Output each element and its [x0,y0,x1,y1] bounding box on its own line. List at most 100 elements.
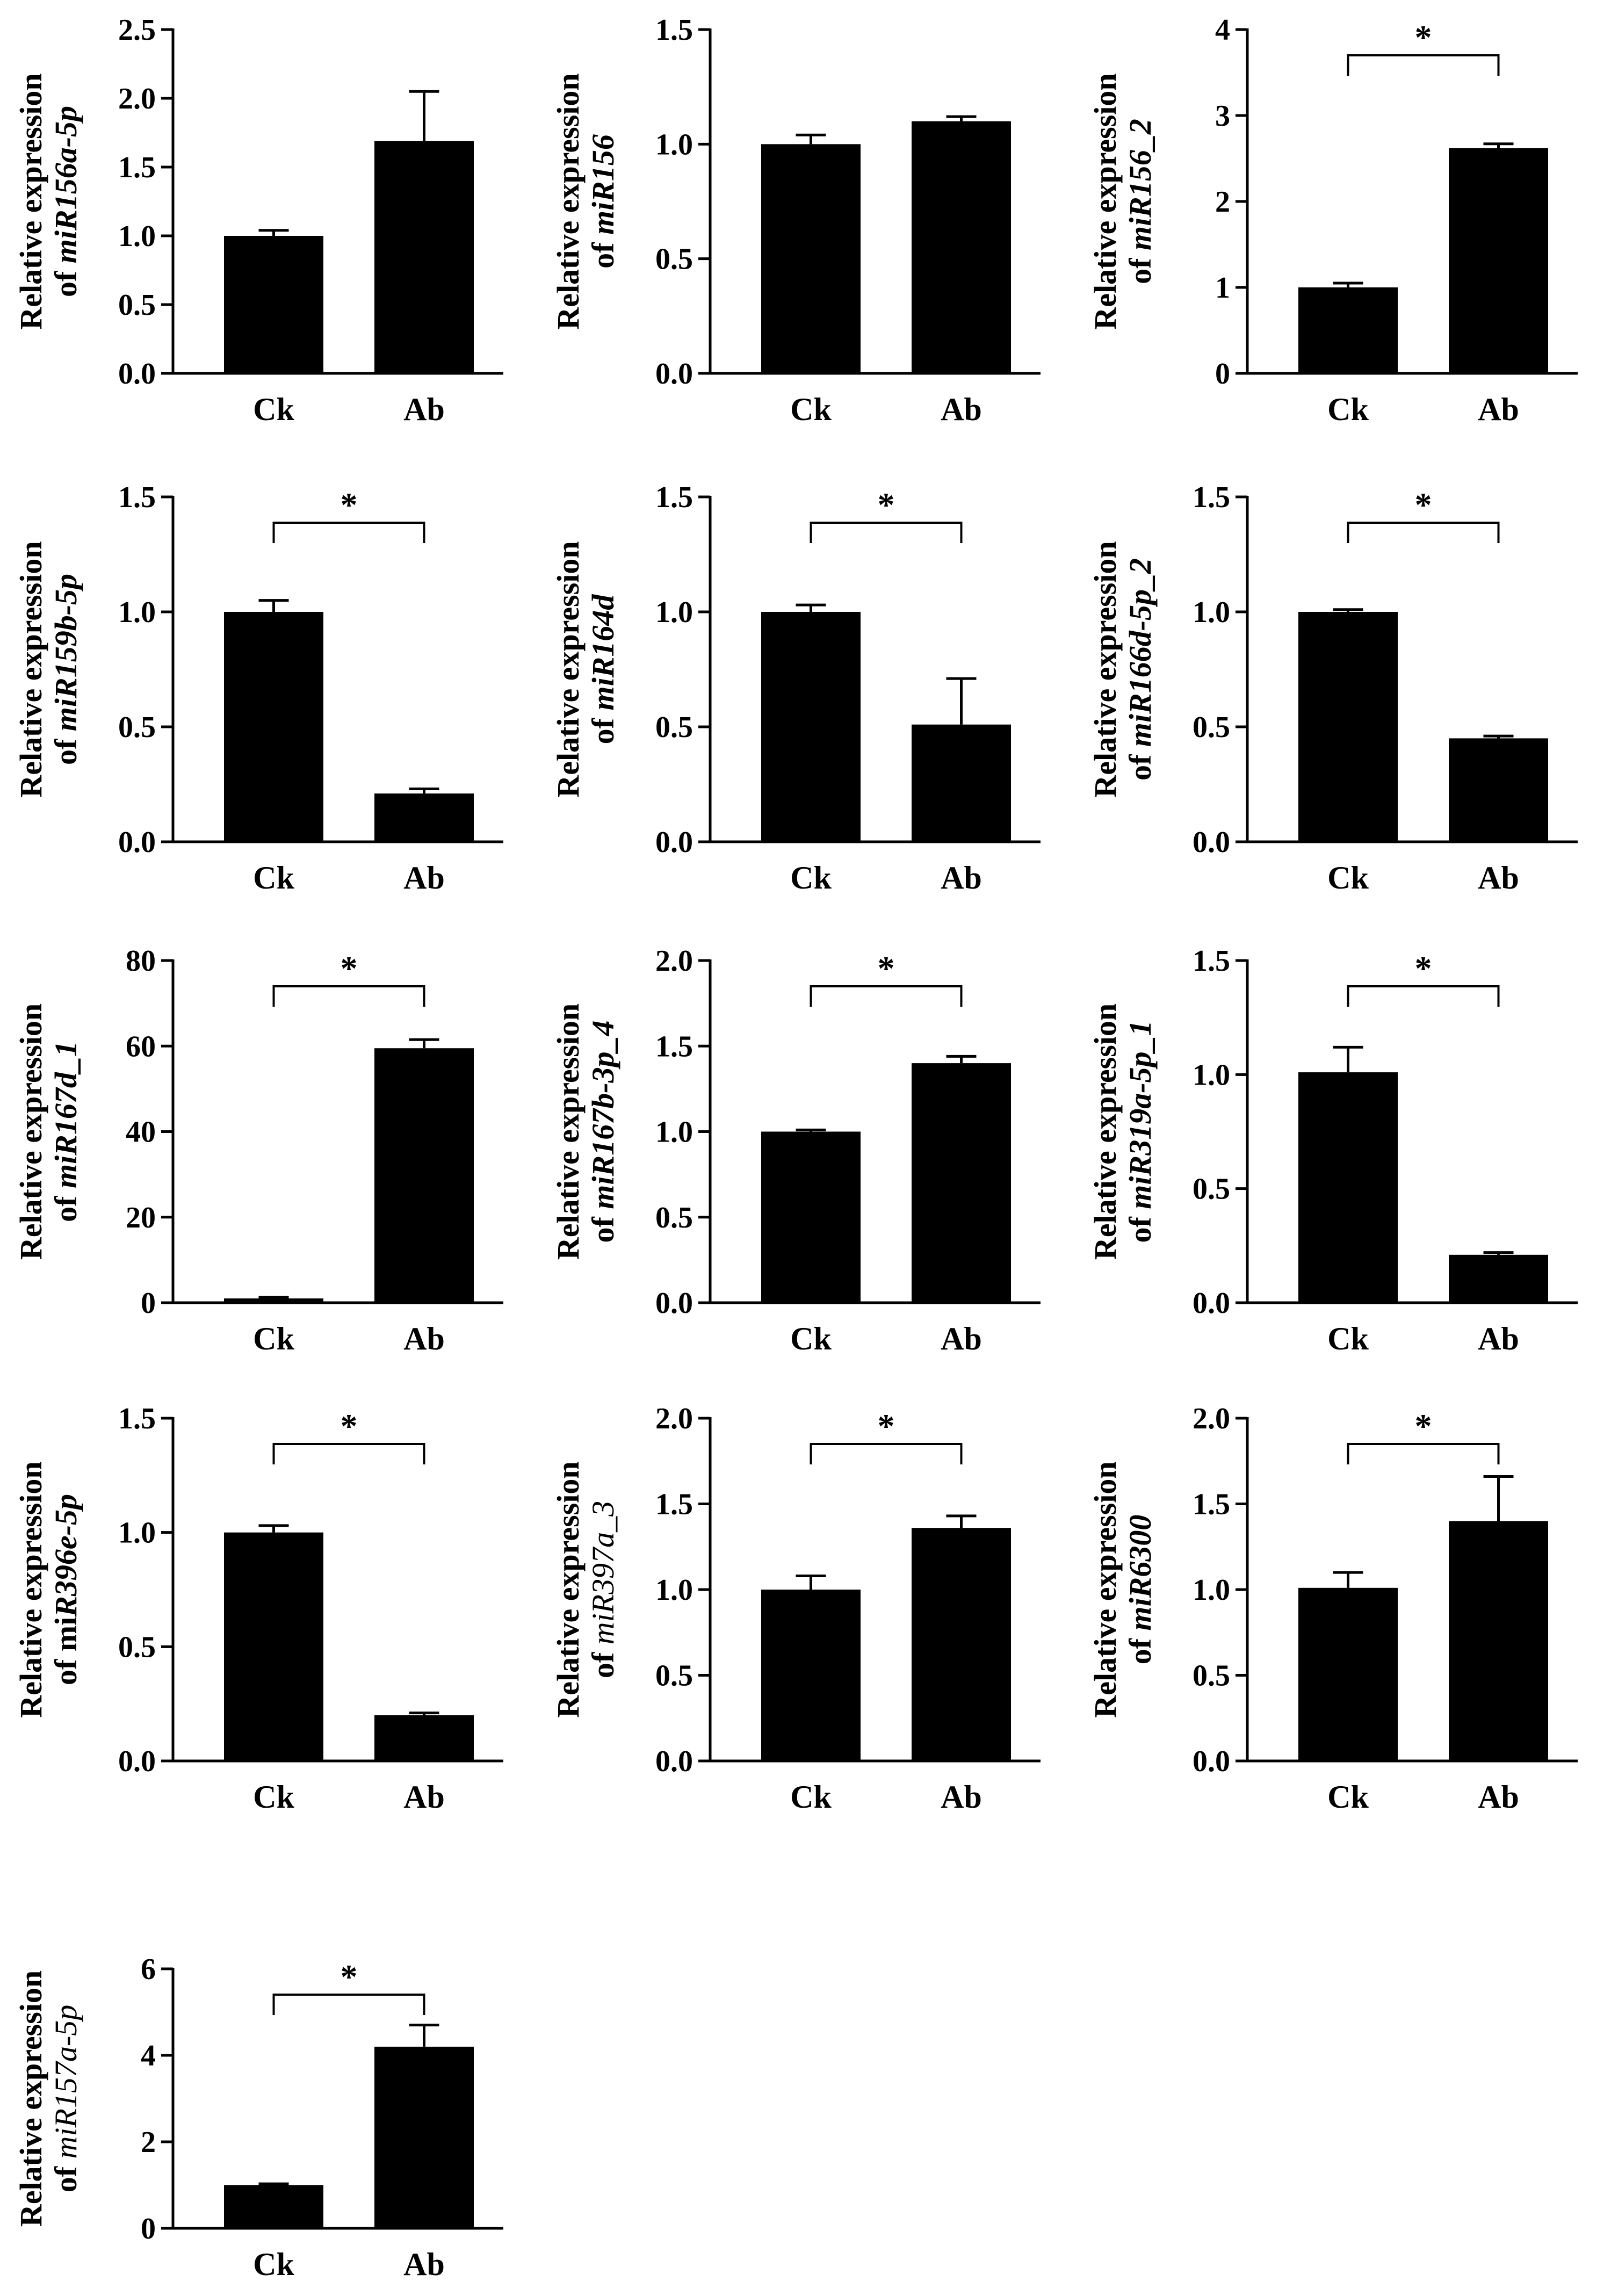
chart-miR6300-ylabel-of: of [1123,1631,1158,1665]
chart-miR167d_1-panel: 0 20 40 60 80 Ck Ab * Relative expression of miR1… [13,944,503,1356]
chart-miR156a-5p-ytick-label: 0.5 [118,288,156,322]
chart-miR159b-5p-bar-ab [374,793,474,842]
chart-miR397a_3-category-label: Ab [941,1779,982,1815]
chart-miR157a-5p-category-label: Ck [253,2247,294,2282]
chart-miR397a_3-significance-star: * [878,1407,895,1445]
chart-miR6300-ytick-label: 1.0 [1193,1573,1230,1607]
chart-miR159b-5p-ylabel-of: of [48,731,83,765]
chart-miR167b-3p_4-significance-bracket [810,985,963,1007]
chart-miR156_2-ytick-label: 1 [1215,271,1230,305]
chart-miR156_2-ytick-label: 0 [1215,357,1230,391]
chart-miR167d_1-ylabel-gene: miR167d_1 [48,1041,83,1188]
chart-miR6300-ytick-label: 1.5 [1193,1488,1230,1521]
chart-miR156a-5p-category-label: Ab [403,392,445,427]
chart-miR156a-5p-ytick-label: 0.0 [118,357,156,391]
chart-miR397a_3-significance-bracket [810,1443,963,1464]
chart-miR164d-category-label: Ab [941,860,982,896]
chart-miR156_2-ylabel-of: of [1123,250,1158,284]
chart-miR397a_3-bar-ab [912,1528,1011,1761]
chart-miR156_2-bar-ab [1449,148,1548,373]
chart-miR396e-5p-bar-ck [224,1532,323,1761]
chart-miR397a_3-ytick-label: 2.0 [655,1402,693,1435]
chart-miR167b-3p_4-category-label: Ck [790,1321,832,1356]
chart-miR156-ytick-label: 1.0 [655,128,693,161]
chart-miR166d-5p_2-bar-ck [1298,612,1398,842]
chart-miR319a-5p_1-ytick-label: 1.0 [1193,1058,1230,1092]
chart-miR396e-5p-bar-ab [374,1715,474,1761]
chart-miR156a-5p-ylabel-line2: of miR156a-5p [48,106,83,297]
chart-miR6300-bar-ab [1449,1521,1548,1761]
chart-miR396e-5p-category-label: Ck [253,1779,294,1815]
chart-miR397a_3-ytick-label: 0.5 [655,1659,693,1693]
chart-miR167b-3p_4-ytick-label: 1.5 [655,1030,693,1063]
chart-miR159b-5p-significance-star: * [341,486,358,524]
chart-miR159b-5p-significance-bracket [272,522,425,543]
chart-miR156a-5p-ytick-label: 2.0 [118,82,156,115]
chart-miR157a-5p-ytick-label: 4 [141,2039,156,2073]
chart-miR164d-ytick-label: 1.5 [655,481,693,514]
chart-miR164d-ytick-label: 1.0 [655,596,693,629]
chart-miR6300-ytick-label: 0.5 [1193,1659,1230,1693]
chart-miR167b-3p_4-ylabel-of: of [586,1209,620,1243]
chart-miR396e-5p-significance-star: * [341,1407,358,1445]
chart-miR397a_3-ytick-label: 1.0 [655,1573,693,1607]
chart-miR156-ylabel-gene: miR156 [586,134,620,235]
chart-miR396e-5p-ylabel-gene: R396e-5p [48,1494,83,1618]
chart-miR159b-5p-ytick-label: 1.0 [118,596,156,629]
chart-miR157a-5p-ytick-label: 6 [141,1953,156,1986]
chart-miR156_2-ylabel-line1: Relative expression [1088,73,1123,329]
chart-miR319a-5p_1-bar-ck [1298,1072,1398,1303]
chart-miR396e-5p-significance-bracket [272,1443,425,1464]
chart-miR164d-significance-bracket [810,522,963,543]
chart-miR166d-5p_2-ylabel-line2: of miR166d-5p_2 [1123,558,1158,781]
chart-miR167d_1-ylabel-of: of [48,1188,83,1222]
chart-miR159b-5p-category-label: Ab [403,860,445,896]
chart-miR157a-5p-ytick-label: 2 [141,2126,156,2159]
chart-miR159b-5p-ytick-label: 0.5 [118,711,156,744]
chart-miR166d-5p_2-panel: 0.0 0.5 1.0 1.5 Ck Ab * Relative expression of m… [1088,481,1578,896]
chart-miR397a_3-ylabel-line2: of miR397a_3 [586,1501,620,1678]
chart-miR167d_1-ytick-label: 20 [126,1201,156,1234]
chart-miR159b-5p-ylabel-line2: of miR159b-5p [48,574,83,765]
chart-miR156_2-category-label: Ck [1327,392,1369,427]
chart-miR167d_1-bar-ab [374,1048,474,1303]
chart-miR166d-5p_2-significance-star: * [1415,486,1432,524]
chart-miR156a-5p-ytick-label: 1.5 [118,151,156,184]
chart-miR6300-ytick-label: 2.0 [1193,1402,1230,1435]
chart-miR156_2-ytick-label: 2 [1215,185,1230,219]
chart-miR167d_1-ytick-label: 0 [141,1287,156,1320]
chart-miR397a_3-ylabel-line1: Relative expression [551,1461,586,1717]
chart-miR157a-5p-category-label: Ab [403,2247,445,2282]
chart-miR157a-5p-significance-star: * [341,1958,358,1996]
chart-miR156_2-ytick-label: 3 [1215,99,1230,133]
chart-miR167d_1-ytick-label: 40 [126,1116,156,1149]
chart-miR156a-5p-category-label: Ck [253,392,294,427]
chart-miR167d_1-ytick-label: 80 [126,944,156,978]
chart-miR167d_1-ytick-label: 60 [126,1030,156,1063]
chart-miR6300-significance-star: * [1415,1407,1432,1445]
chart-miR167d_1-category-label: Ab [403,1321,445,1356]
chart-miR156a-5p-ytick-label: 2.5 [118,13,156,47]
chart-miR397a_3-ylabel-gene: miR397a_3 [586,1501,620,1644]
chart-miR157a-5p-panel: 0 2 4 6 Ck Ab * Relative expression of miR157a-5… [13,1953,503,2282]
chart-miR156a-5p-ylabel-line1: Relative expression [13,73,48,329]
chart-miR164d-significance-star: * [878,486,895,524]
chart-miR164d-ylabel-of: of [586,711,620,745]
chart-miR167b-3p_4-ylabel-line1: Relative expression [551,1003,586,1260]
chart-miR396e-5p-ylabel-line1: Relative expression [13,1461,48,1717]
chart-miR396e-5p-ytick-label: 0.5 [118,1630,156,1664]
chart-miR156-category-label: Ck [790,392,832,427]
chart-miR166d-5p_2-bar-ab [1449,738,1548,842]
chart-miR156-ytick-label: 0.5 [655,243,693,276]
chart-miR167d_1-bar-ck [224,1298,323,1303]
chart-miR159b-5p-ylabel-gene: miR159b-5p [48,574,83,731]
chart-miR156_2-bar-ck [1298,287,1398,373]
chart-miR6300-bar-ck [1298,1587,1398,1761]
chart-miR157a-5p-ylabel-line2: of miR157a-5p [48,2005,83,2193]
chart-miR156-ytick-label: 1.5 [655,13,693,47]
chart-miR6300-category-label: Ab [1478,1779,1519,1815]
chart-miR167b-3p_4-significance-star: * [878,949,895,987]
chart-miR164d-bar-ck [761,612,861,842]
chart-miR156-ytick-label: 0.0 [655,357,693,391]
